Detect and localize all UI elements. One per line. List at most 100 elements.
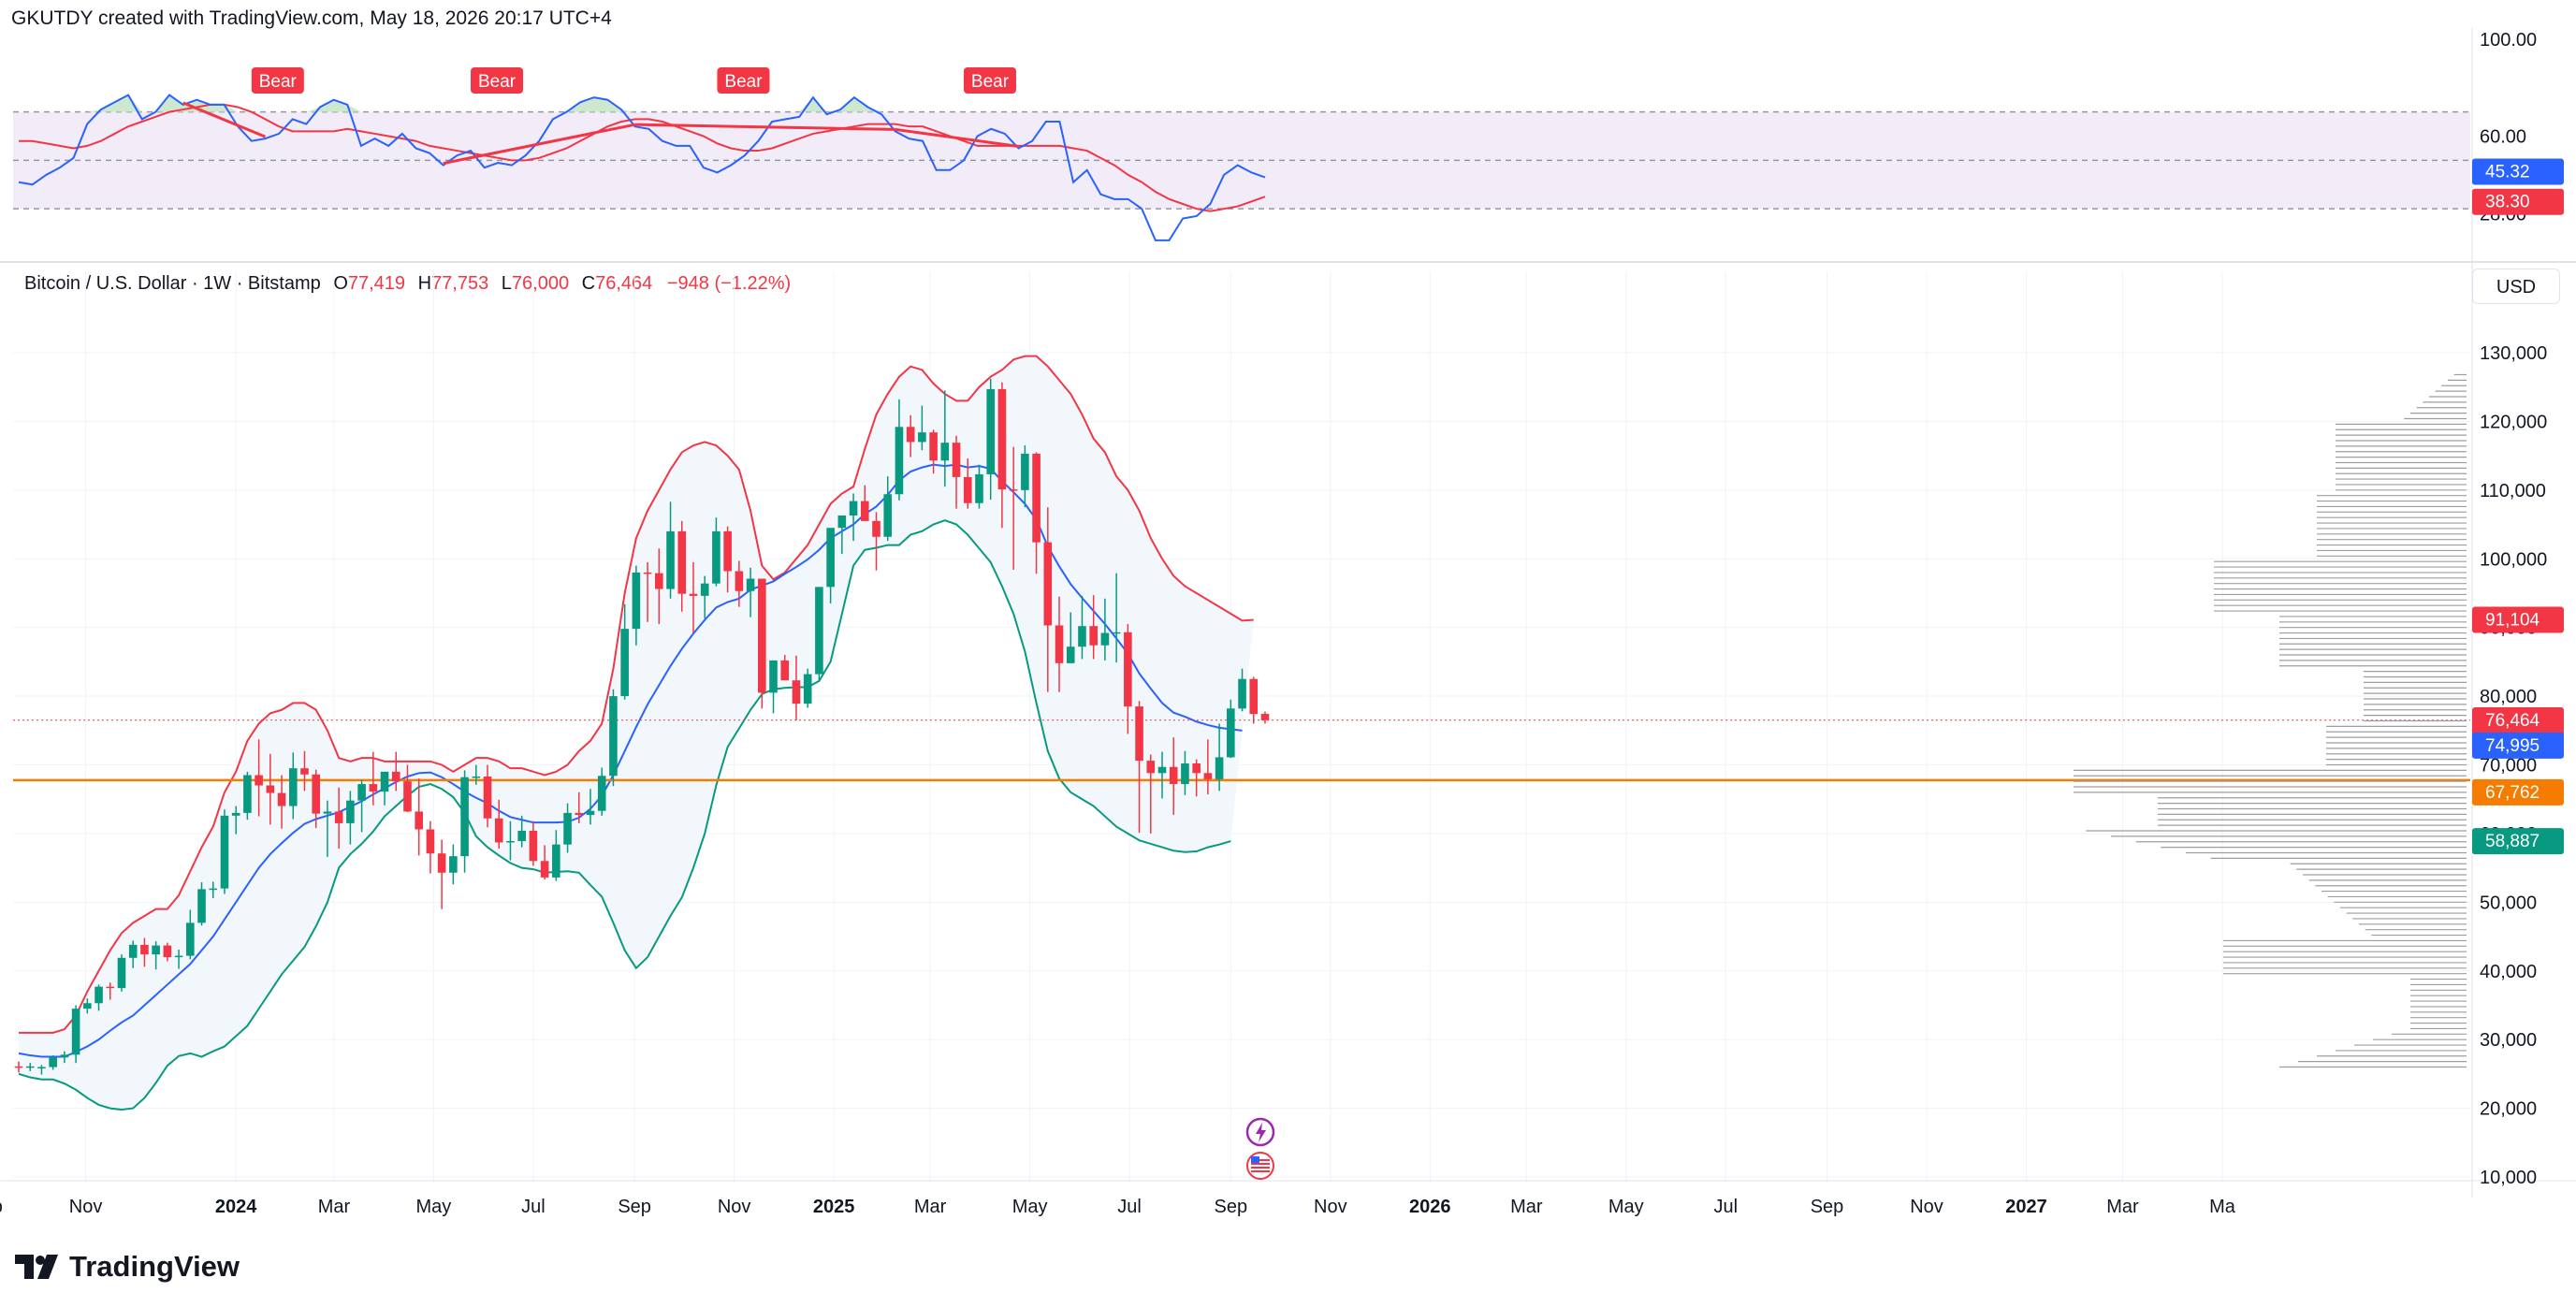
candle-body bbox=[37, 1067, 46, 1069]
candle-body bbox=[14, 1066, 23, 1068]
bear-label-box-3 bbox=[963, 67, 1016, 94]
candle-body bbox=[140, 944, 149, 955]
candle-body bbox=[1260, 714, 1270, 720]
time-scale-label: Sep bbox=[0, 1197, 3, 1217]
bear-divergence-line-3 bbox=[895, 127, 1019, 148]
candle-body bbox=[415, 811, 423, 830]
candle-body bbox=[483, 776, 492, 819]
support-tag-box bbox=[2472, 778, 2564, 806]
candle-body bbox=[357, 784, 366, 801]
tradingview-logo-icon bbox=[15, 1255, 58, 1279]
chart-attribution: GKUTDY created with TradingView.com, May… bbox=[11, 7, 612, 29]
low-value: 76,000 bbox=[511, 273, 570, 294]
candle-body bbox=[872, 520, 880, 537]
close-value: 76,464 bbox=[595, 273, 653, 294]
candle-body bbox=[472, 776, 481, 778]
candle-body bbox=[1112, 632, 1121, 634]
candle-body bbox=[929, 432, 938, 461]
bb-mid-tag-box bbox=[2472, 732, 2564, 759]
candle-body bbox=[300, 768, 309, 775]
time-scale-label: Mar bbox=[2106, 1197, 2139, 1217]
candle-body bbox=[323, 811, 332, 814]
candle-body bbox=[312, 774, 321, 814]
candle-body bbox=[1124, 632, 1132, 707]
time-scale-label: Sep bbox=[1811, 1197, 1844, 1217]
candle-body bbox=[643, 572, 652, 574]
price-scale-label: 40,000 bbox=[2480, 962, 2537, 982]
candle-body bbox=[986, 388, 995, 474]
candle-body bbox=[391, 771, 400, 782]
candle-body bbox=[1146, 761, 1156, 774]
candle-body bbox=[1055, 625, 1064, 663]
bear-label-text-1: Bear bbox=[478, 72, 517, 92]
bear-label-box-1 bbox=[471, 67, 524, 94]
price-scale-label: 100,000 bbox=[2480, 549, 2547, 570]
price-scale-label: 10,000 bbox=[2480, 1168, 2537, 1188]
candle-body bbox=[1032, 453, 1041, 543]
rsi-scale-label: 60.00 bbox=[2480, 127, 2526, 148]
support-tag-text: 67,762 bbox=[2485, 783, 2540, 803]
time-scale-label: May bbox=[1012, 1197, 1048, 1217]
overlay-icons[interactable] bbox=[1245, 1117, 1275, 1180]
time-scale-label: Nov bbox=[1314, 1197, 1347, 1217]
candle-body bbox=[1021, 453, 1029, 490]
bear-label-box-0 bbox=[251, 67, 304, 94]
time-scale-label: Sep bbox=[1215, 1197, 1248, 1217]
candle-body bbox=[449, 856, 458, 873]
price-scale-label: 70,000 bbox=[2480, 756, 2537, 777]
candle-body bbox=[963, 476, 972, 503]
candle-body bbox=[1215, 757, 1224, 779]
candle-body bbox=[597, 776, 606, 811]
candle-body bbox=[369, 784, 378, 792]
candle-body bbox=[655, 573, 663, 589]
candle-body bbox=[540, 861, 549, 878]
rsi-scale-label: 100.00 bbox=[2480, 30, 2537, 51]
candle-body bbox=[895, 427, 904, 495]
candle-body bbox=[106, 986, 115, 989]
rsi-moving-average-line bbox=[19, 103, 1266, 212]
candle-body bbox=[231, 812, 240, 816]
candle-body bbox=[552, 844, 560, 878]
symbol-title: Bitcoin / U.S. Dollar · 1W · Bitstamp bbox=[24, 273, 321, 294]
candle-body bbox=[128, 944, 138, 958]
candle-body bbox=[1100, 632, 1110, 646]
candle-body bbox=[609, 696, 618, 777]
price-scale-label: 130,000 bbox=[2480, 343, 2547, 364]
candle-body bbox=[95, 986, 103, 1004]
candle-body bbox=[529, 830, 538, 862]
candle-body bbox=[758, 578, 766, 693]
price-scale-label: 30,000 bbox=[2480, 1030, 2537, 1051]
candle-body bbox=[1135, 706, 1143, 762]
candle-body bbox=[860, 501, 869, 521]
candle-body bbox=[71, 1009, 80, 1055]
candle-body bbox=[815, 587, 823, 675]
candle-body bbox=[689, 593, 698, 596]
time-scale-label: Nov bbox=[718, 1197, 751, 1217]
candle-body bbox=[517, 830, 526, 841]
candle-body bbox=[952, 443, 961, 477]
candle-body bbox=[1249, 678, 1259, 715]
time-scale-label: Nov bbox=[69, 1197, 103, 1217]
time-scale-label: May bbox=[1608, 1197, 1644, 1217]
candle-body bbox=[849, 501, 858, 516]
rsi-line bbox=[18, 94, 1266, 241]
bear-label-text-0: Bear bbox=[259, 72, 298, 92]
candle-body bbox=[632, 572, 641, 630]
candle-body bbox=[277, 792, 286, 806]
rsi-overbought-fill-5 bbox=[826, 97, 882, 112]
candle-body bbox=[883, 494, 893, 537]
candle-body bbox=[677, 530, 687, 594]
open-value: 77,419 bbox=[347, 273, 406, 294]
change-value: −948 (−1.22%) bbox=[666, 273, 792, 294]
candle-body bbox=[620, 629, 629, 697]
candle-body bbox=[220, 815, 229, 889]
tradingview-logo[interactable]: TradingView bbox=[15, 1250, 240, 1284]
currency-button[interactable]: USD bbox=[2472, 269, 2560, 304]
time-scale-label: Mar bbox=[1510, 1197, 1543, 1217]
bb-upper-tag-box bbox=[2472, 606, 2564, 633]
bear-label-box-2 bbox=[717, 67, 770, 94]
time-scale-label: Jul bbox=[521, 1197, 546, 1217]
price-scale-label: 20,000 bbox=[2480, 1099, 2537, 1120]
candle-body bbox=[255, 775, 263, 786]
